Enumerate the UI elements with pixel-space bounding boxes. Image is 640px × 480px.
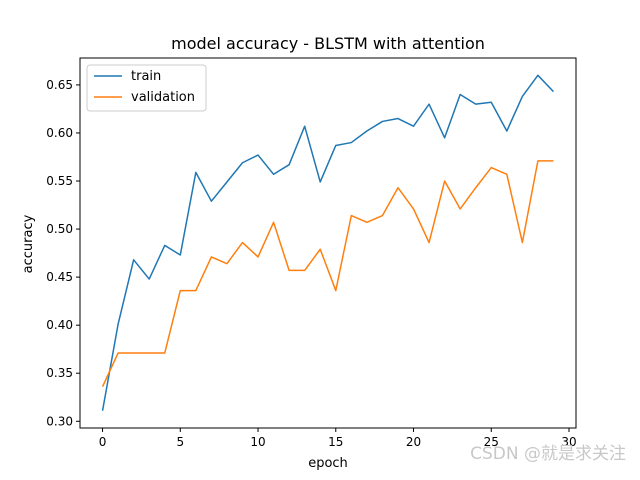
- x-tick-label: 15: [328, 435, 343, 449]
- x-tick-label: 0: [99, 435, 107, 449]
- y-tick-label: 0.40: [46, 318, 73, 332]
- x-tick-label: 30: [561, 435, 576, 449]
- series-line-train: [101, 74, 554, 411]
- legend-label-validation: validation: [131, 90, 195, 105]
- x-tick-label: 25: [484, 435, 499, 449]
- legend: train validation: [86, 64, 207, 112]
- x-axis-label: epoch: [308, 456, 348, 471]
- x-tick-label: 10: [250, 435, 265, 449]
- series-line-validation: [101, 160, 554, 387]
- x-tick-label: 5: [176, 435, 184, 449]
- y-tick-label: 0.65: [46, 78, 73, 92]
- legend-label-train: train: [131, 69, 161, 84]
- y-tick-label: 0.35: [46, 366, 73, 380]
- plot-frame: [79, 57, 577, 429]
- x-tick-label: 20: [406, 435, 421, 449]
- y-tick-label: 0.60: [46, 126, 73, 140]
- y-tick-label: 0.50: [46, 222, 73, 236]
- watermark: CSDN @就是求关注: [470, 444, 626, 464]
- y-tick-label: 0.55: [46, 174, 73, 188]
- chart-title: model accuracy - BLSTM with attention: [171, 34, 485, 53]
- y-tick-label: 0.30: [46, 414, 73, 428]
- y-tick-label: 0.45: [46, 270, 73, 284]
- y-axis-label: accuracy: [21, 214, 36, 273]
